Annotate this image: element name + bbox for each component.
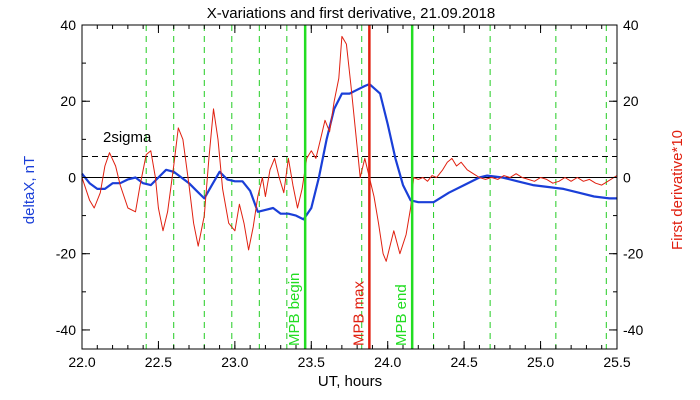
- y-tick-label-right-3: 20: [623, 93, 639, 109]
- deltax-series-line: [81, 83, 617, 221]
- derivative-series-line: [81, 35, 618, 262]
- mpb-max-marker-label: MPB max: [350, 280, 367, 346]
- y-axis-label-left: deltaX, nT: [21, 156, 38, 224]
- plot-area: MPB begin MPB max MPB end 22.0 22.5 23.0 23.5 2…: [56, 17, 644, 370]
- x-tick-label-0: 22.0: [68, 354, 95, 370]
- x-axis-label: UT, hours: [318, 373, 382, 390]
- y-tick-label-left-3: 20: [60, 93, 76, 109]
- x-tick-label-3: 23.5: [298, 354, 325, 370]
- y-tick-label-left-0: -40: [56, 322, 76, 338]
- y-tick-label-right-2: 0: [623, 169, 631, 185]
- x-tick-label-7: 25.5: [603, 354, 630, 370]
- y-axis-label-right: First derivative*10: [669, 130, 686, 250]
- y-tick-label-left-4: 40: [60, 17, 76, 33]
- plot-frame: [81, 24, 618, 350]
- mpb-begin-marker-label: MPB begin: [286, 273, 303, 346]
- y-tick-label-right-1: -20: [623, 246, 643, 262]
- x-tick-label-2: 23.0: [221, 354, 248, 370]
- x-tick-label-1: 22.5: [145, 354, 172, 370]
- x-tick-label-5: 24.5: [451, 354, 478, 370]
- y-tick-label-right-4: 40: [623, 17, 639, 33]
- mpb-end-marker-label: MPB end: [393, 284, 410, 346]
- x-tick-label-4: 24.0: [374, 354, 401, 370]
- sigma-label: 2sigma: [103, 129, 152, 146]
- y-tick-label-right-0: -40: [623, 322, 643, 338]
- y-tick-label-left-2: 0: [68, 169, 76, 185]
- chart-title: X-variations and first derivative, 21.09…: [207, 5, 496, 22]
- x-tick-label-6: 25.0: [527, 354, 554, 370]
- y-tick-label-left-1: -20: [56, 246, 76, 262]
